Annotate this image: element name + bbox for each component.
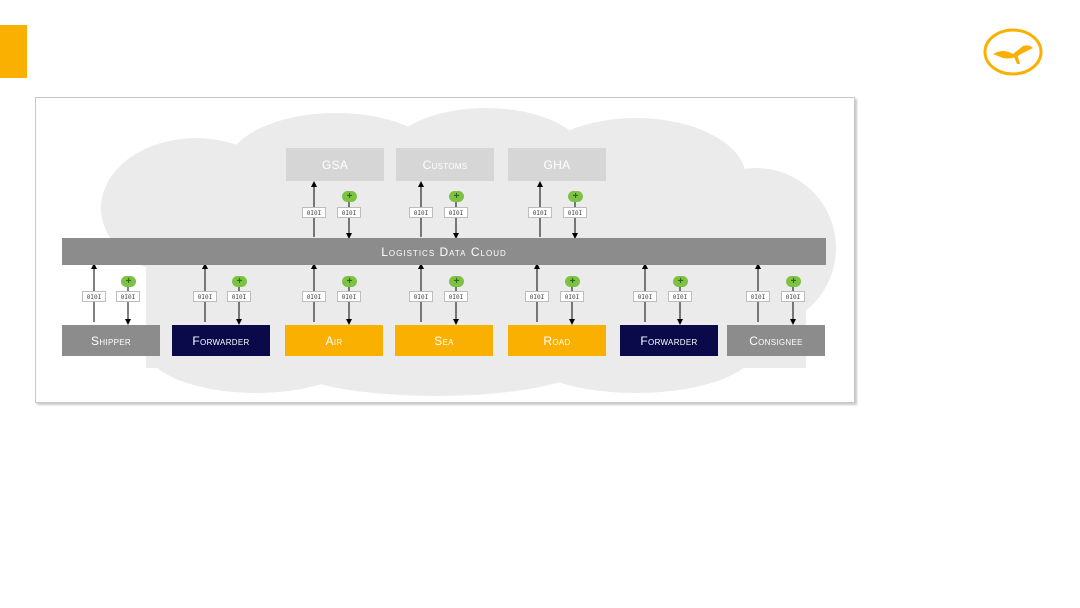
sea-label: Sea <box>434 333 454 348</box>
shipper-label: Shipper <box>91 333 131 348</box>
consignee-box: Consignee <box>727 325 825 356</box>
top-code-up-0: 0I0I <box>302 207 326 218</box>
bottom-code-down-1: 0I0I <box>227 291 251 302</box>
shipper-box: Shipper <box>62 325 160 356</box>
bottom-code-down-0: 0I0I <box>116 291 140 302</box>
bottom-code-down-2: 0I0I <box>337 291 361 302</box>
bottom-code-down-5: 0I0I <box>668 291 692 302</box>
bottom-code-up-1: 0I0I <box>193 291 217 302</box>
consignee-label: Consignee <box>749 333 803 348</box>
bottom-code-up-2: 0I0I <box>302 291 326 302</box>
top-plus-badge-2: + <box>568 191 583 202</box>
logistics-data-cloud-band: Logistics Data Cloud <box>62 238 826 265</box>
crane-logo-icon <box>983 28 1043 76</box>
top-code-down-0: 0I0I <box>337 207 361 218</box>
gsa-box: GSA <box>286 148 384 181</box>
diagram-frame: 0I0I 0I0I +0I0I 0I0I +0I0I 0I0I +0I0I 0I0I +0I0I… <box>35 97 855 403</box>
bottom-code-up-0: 0I0I <box>82 291 106 302</box>
forwarder-box: Forwarder <box>172 325 270 356</box>
bottom-plus-badge-1: + <box>232 276 247 287</box>
bottom-plus-badge-0: + <box>121 276 136 287</box>
road-box: Road <box>508 325 606 356</box>
gha-label: GHA <box>543 157 571 172</box>
sea-box: Sea <box>395 325 493 356</box>
forwarder-2-box: Forwarder <box>620 325 718 356</box>
bottom-code-down-6: 0I0I <box>781 291 805 302</box>
bottom-code-down-3: 0I0I <box>444 291 468 302</box>
top-code-down-1: 0I0I <box>444 207 468 218</box>
accent-bar <box>0 25 27 78</box>
air-box: Air <box>285 325 383 356</box>
forwarder-label: Forwarder <box>192 333 250 348</box>
bottom-code-down-4: 0I0I <box>560 291 584 302</box>
bottom-plus-badge-2: + <box>342 276 357 287</box>
gha-box: GHA <box>508 148 606 181</box>
bottom-plus-badge-5: + <box>673 276 688 287</box>
customs-box: Customs <box>396 148 494 181</box>
bottom-plus-badge-4: + <box>565 276 580 287</box>
logistics-data-cloud-label: Logistics Data Cloud <box>381 244 507 259</box>
gsa-label: GSA <box>321 157 349 172</box>
top-code-up-2: 0I0I <box>528 207 552 218</box>
bottom-plus-badge-3: + <box>449 276 464 287</box>
air-label: Air <box>325 333 343 348</box>
bottom-code-up-3: 0I0I <box>409 291 433 302</box>
road-label: Road <box>543 333 571 348</box>
bottom-code-up-4: 0I0I <box>525 291 549 302</box>
customs-label: Customs <box>422 157 468 172</box>
bottom-code-up-5: 0I0I <box>633 291 657 302</box>
top-code-up-1: 0I0I <box>409 207 433 218</box>
bottom-plus-badge-6: + <box>786 276 801 287</box>
bottom-code-up-6: 0I0I <box>746 291 770 302</box>
top-plus-badge-1: + <box>449 191 464 202</box>
top-plus-badge-0: + <box>342 191 357 202</box>
top-code-down-2: 0I0I <box>563 207 587 218</box>
forwarder-2-label: Forwarder <box>640 333 698 348</box>
